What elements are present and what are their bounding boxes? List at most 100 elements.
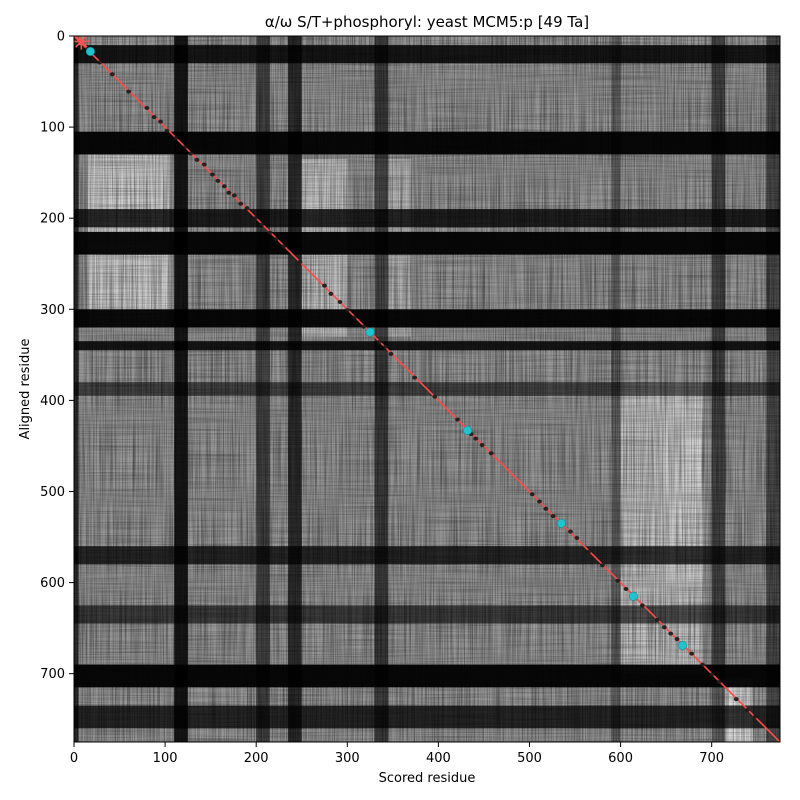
black-point [654, 617, 660, 622]
black-point [352, 315, 357, 320]
black-point [231, 193, 237, 198]
dark-row-band [74, 341, 780, 351]
black-point [640, 603, 645, 608]
black-point [689, 651, 695, 656]
cyan-point [678, 640, 688, 650]
black-point [210, 172, 215, 177]
black-point [586, 549, 592, 554]
black-point [297, 259, 303, 264]
black-point [753, 714, 758, 719]
black-point [709, 672, 715, 677]
black-point [744, 708, 750, 713]
black-point [574, 535, 580, 540]
black-point [252, 216, 258, 221]
y-tick-label: 300 [40, 303, 65, 318]
dark-row-band [74, 546, 780, 565]
dark-row-band [74, 309, 780, 328]
black-point [623, 586, 629, 591]
black-point [188, 151, 194, 156]
x-tick-label: 100 [153, 751, 178, 766]
plot-frame [73, 35, 781, 743]
cyan-point [628, 591, 638, 601]
black-point [151, 115, 157, 120]
black-point [221, 184, 227, 189]
black-point [668, 631, 674, 636]
black-point [164, 128, 170, 133]
black-point [529, 492, 535, 497]
black-point [126, 89, 132, 94]
black-point [328, 291, 334, 296]
dark-row-band [74, 209, 780, 228]
y-tick-label: 500 [40, 485, 65, 500]
black-point [215, 178, 221, 183]
black-point [716, 679, 722, 684]
black-point [376, 340, 382, 345]
x-tick-label: 600 [608, 751, 633, 766]
x-tick-label: 200 [244, 751, 269, 766]
x-axis-label: Scored residue [379, 771, 476, 786]
dark-row-band [74, 231, 780, 255]
black-point [568, 529, 573, 534]
cyan-point [365, 327, 375, 337]
black-point [158, 119, 163, 124]
dark-row-band [74, 131, 780, 155]
black-point [383, 344, 388, 349]
y-tick-label: 700 [40, 667, 65, 682]
black-point [194, 157, 200, 162]
black-point [599, 563, 605, 568]
black-point [267, 230, 273, 235]
black-point [322, 283, 327, 288]
cyan-point [85, 46, 95, 56]
black-point [244, 206, 250, 211]
black-point [344, 308, 350, 313]
y-axis-label: Aligned residue [18, 339, 33, 440]
y-tick-label: 0 [57, 30, 65, 45]
x-tick-label: 300 [335, 751, 360, 766]
black-point [615, 578, 621, 583]
black-point [201, 162, 207, 167]
black-point [488, 451, 494, 456]
black-point [388, 351, 394, 356]
x-tick-label: 700 [699, 751, 724, 766]
black-point [700, 662, 705, 667]
heatmap-row-bands [74, 45, 780, 729]
cyan-point [463, 425, 473, 435]
black-point [455, 417, 460, 422]
black-point [109, 72, 115, 77]
black-point [537, 499, 542, 504]
black-point [361, 324, 367, 329]
y-tick-label: 400 [40, 394, 65, 409]
x-tick-label: 400 [426, 751, 451, 766]
black-point [273, 237, 279, 242]
x-tick-label: 500 [517, 751, 542, 766]
y-tick-label: 600 [40, 576, 65, 591]
black-point [97, 60, 102, 65]
black-point [238, 201, 244, 206]
y-axis: 0 100 200 300 400 500 600 700 [40, 30, 74, 682]
black-point [550, 514, 556, 519]
y-tick-label: 100 [40, 121, 65, 136]
black-point [337, 300, 343, 305]
y-tick-label: 200 [40, 212, 65, 227]
black-point [432, 394, 438, 399]
black-point [144, 105, 150, 110]
dark-row-band [74, 664, 780, 688]
dark-row-band [74, 605, 780, 624]
plot-area [74, 36, 780, 742]
dark-row-band [74, 45, 780, 64]
black-point [473, 436, 479, 441]
black-point [733, 697, 739, 702]
black-point [412, 375, 418, 380]
black-point [182, 145, 188, 150]
black-point [226, 190, 232, 195]
cyan-points [85, 46, 688, 650]
black-point [173, 136, 179, 141]
black-point [661, 625, 667, 630]
red-marker-stroke [75, 36, 88, 48]
black-point [543, 506, 549, 511]
black-point [259, 222, 265, 227]
black-point [674, 637, 680, 642]
x-tick-label: 0 [70, 751, 78, 766]
x-axis: 0 100 200 300 400 500 600 700 [70, 742, 724, 766]
